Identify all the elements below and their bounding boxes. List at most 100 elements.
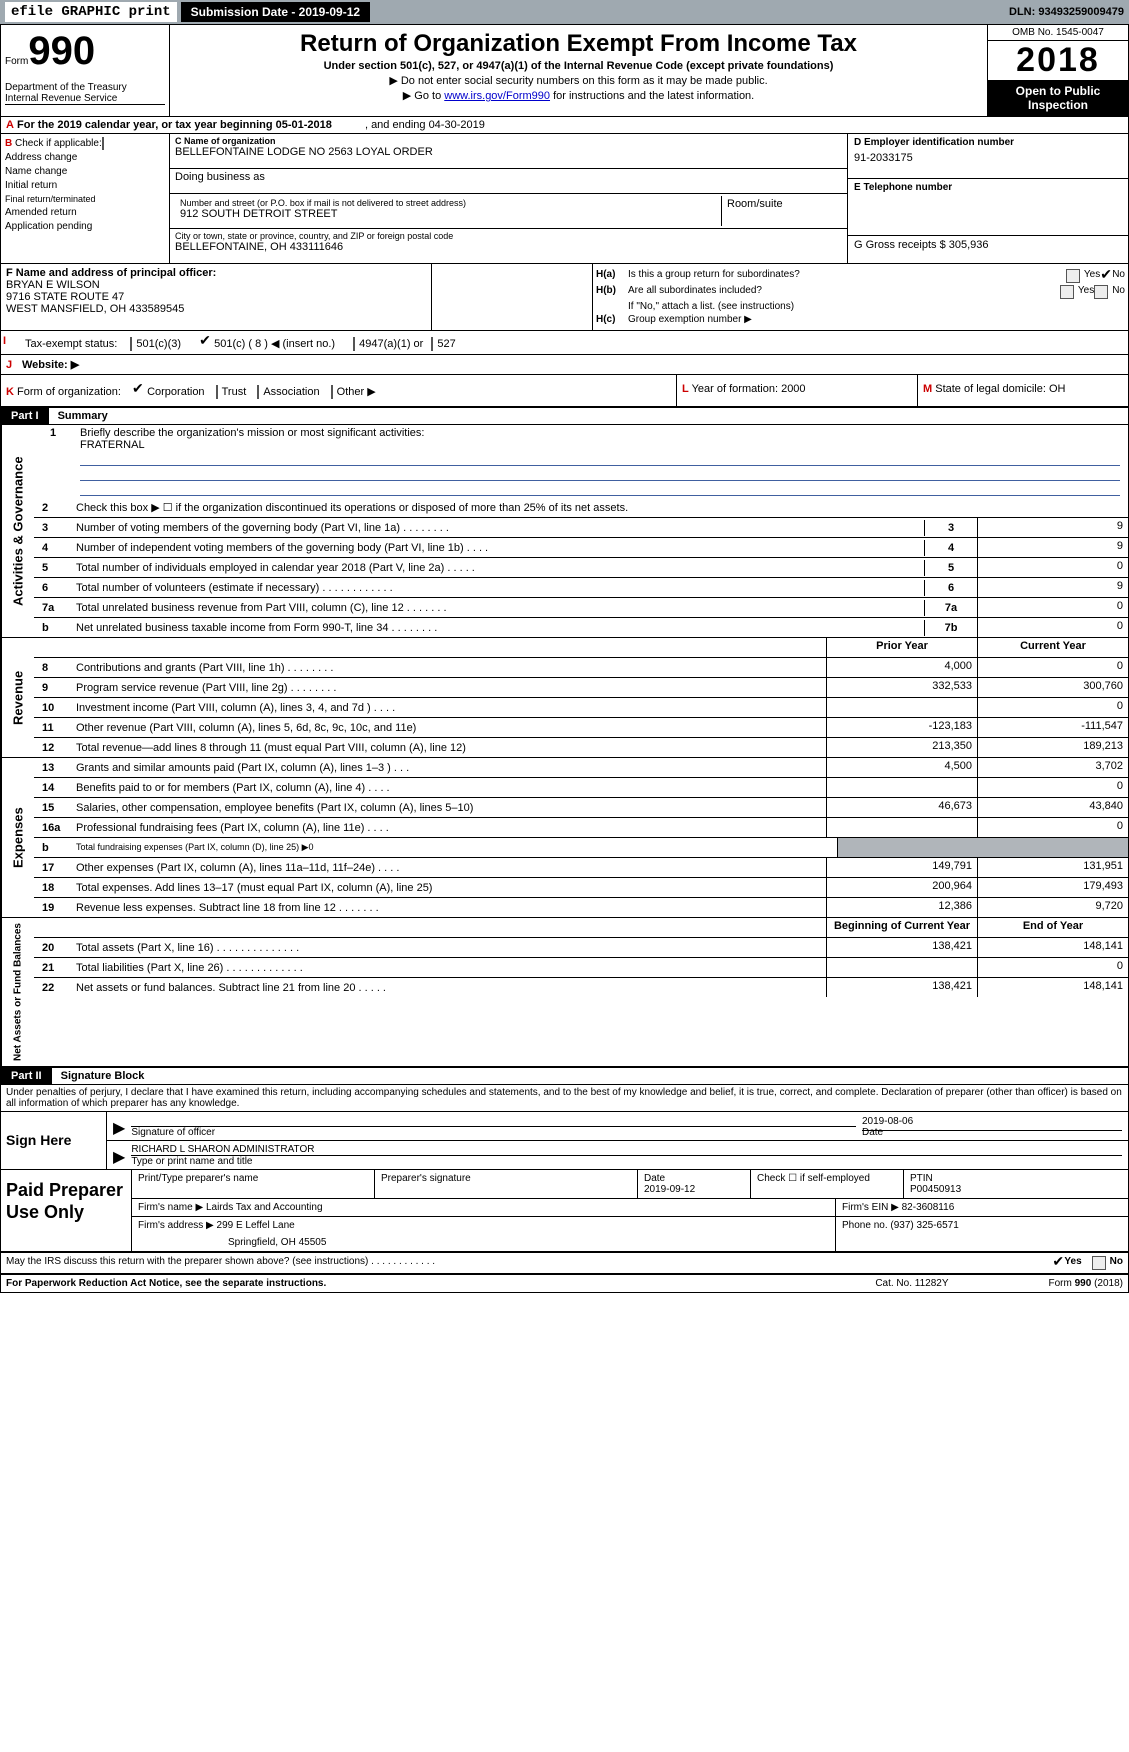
footer-row: For Paperwork Reduction Act Notice, see … <box>1 1275 1128 1292</box>
gross-receipts: G Gross receipts $ 305,936 <box>848 236 1128 262</box>
sig-date: 2019-08-06 <box>862 1116 1122 1127</box>
ein: 91-2033175 <box>854 152 1122 164</box>
section-bcd: B Check if applicable: Address change Na… <box>1 134 1128 264</box>
expenses-section: Expenses 13Grants and similar amounts pa… <box>1 758 1128 918</box>
row-fgh: F Name and address of principal officer:… <box>1 264 1128 331</box>
line-item: 3Number of voting members of the governi… <box>34 518 1128 538</box>
section-f: F Name and address of principal officer:… <box>1 264 432 330</box>
line-item: bNet unrelated business taxable income f… <box>34 618 1128 637</box>
line-item: 17Other expenses (Part IX, column (A), l… <box>34 858 1128 878</box>
arrow-icon: ▶ <box>113 1147 125 1167</box>
form-number-cell: Form990 Department of the Treasury Inter… <box>1 25 170 116</box>
firm-name: Lairds Tax and Accounting <box>206 1202 323 1213</box>
section-i: I Tax-exempt status: 501(c)(3) 501(c) ( … <box>1 331 1128 355</box>
line-item: 6Total number of volunteers (estimate if… <box>34 578 1128 598</box>
discuss-row: May the IRS discuss this return with the… <box>1 1253 1128 1275</box>
subtitle: Under section 501(c), 527, or 4947(a)(1)… <box>175 60 982 72</box>
firm-addr2: Springfield, OH 45505 <box>228 1237 829 1248</box>
main-title: Return of Organization Exempt From Incom… <box>175 30 982 58</box>
line-item: 14Benefits paid to or for members (Part … <box>34 778 1128 798</box>
sign-here-label: Sign Here <box>1 1112 107 1169</box>
line-item: 11Other revenue (Part VIII, column (A), … <box>34 718 1128 738</box>
form-footer: Form 990 (2018) <box>1049 1278 1123 1289</box>
title-cell: Return of Organization Exempt From Incom… <box>170 25 987 116</box>
omb-number: OMB No. 1545-0047 <box>988 25 1128 41</box>
org-name: BELLEFONTAINE LODGE NO 2563 LOYAL ORDER <box>175 146 842 158</box>
checkbox[interactable] <box>102 137 104 150</box>
firm-addr1: 299 E Leffel Lane <box>217 1220 295 1231</box>
line-item: 18Total expenses. Add lines 13–17 (must … <box>34 878 1128 898</box>
check-address-change: Address change <box>5 152 165 163</box>
form-prefix: Form <box>5 56 28 67</box>
city-state-zip: BELLEFONTAINE, OH 433111646 <box>175 241 842 253</box>
form-number: 990 <box>28 29 95 73</box>
paid-preparer-section: Paid Preparer Use Only Print/Type prepar… <box>1 1170 1128 1253</box>
line-item: 8Contributions and grants (Part VIII, li… <box>34 658 1128 678</box>
line-item: bTotal fundraising expenses (Part IX, co… <box>34 838 1128 858</box>
line-item: 20Total assets (Part X, line 16) . . . .… <box>34 938 1128 958</box>
firm-ein: 82-3608116 <box>902 1202 955 1213</box>
line-item: 19Revenue less expenses. Subtract line 1… <box>34 898 1128 917</box>
check-final-return: Final return/terminated <box>5 194 165 204</box>
mission: FRATERNAL <box>80 439 1120 451</box>
dln: DLN: 93493259009479 <box>1009 6 1124 18</box>
dba-block: Doing business as <box>170 169 847 194</box>
officer-addr1: 9716 STATE ROUTE 47 <box>6 291 426 303</box>
part1-header: Part I Summary <box>1 408 1128 425</box>
line-item: 9Program service revenue (Part VIII, lin… <box>34 678 1128 698</box>
year-cell: OMB No. 1545-0047 2018 Open to Public In… <box>987 25 1128 116</box>
revenue-label: Revenue <box>1 638 34 757</box>
check-pending: Application pending <box>5 221 165 232</box>
line-item: 2Check this box ▶ ☐ if the organization … <box>34 498 1128 518</box>
section-j: J Website: ▶ <box>1 355 1128 375</box>
line-item: 10Investment income (Part VIII, column (… <box>34 698 1128 718</box>
check-icon <box>1100 269 1112 281</box>
check-icon <box>199 335 211 347</box>
line-item: 13Grants and similar amounts paid (Part … <box>34 758 1128 778</box>
section-h: H(a) Is this a group return for subordin… <box>593 264 1128 330</box>
check-icon <box>1052 1256 1064 1268</box>
tax-year: 2018 <box>988 41 1128 80</box>
part2-header: Part II Signature Block <box>1 1068 1128 1085</box>
governance-section: Activities & Governance 1 Briefly descri… <box>1 425 1128 638</box>
officer-name-title: RICHARD L SHARON ADMINISTRATOR <box>131 1144 1122 1156</box>
form-header: Form990 Department of the Treasury Inter… <box>1 25 1128 117</box>
city-block: City or town, state or province, country… <box>170 229 847 263</box>
row-kl: K Form of organization: Corporation Trus… <box>1 375 1128 408</box>
line-item: 16aProfessional fundraising fees (Part I… <box>34 818 1128 838</box>
form990-link[interactable]: www.irs.gov/Form990 <box>444 90 550 102</box>
section-de: D Employer identification number 91-2033… <box>848 134 1128 263</box>
top-bar: efile GRAPHIC print Submission Date - 20… <box>0 0 1129 24</box>
perjury-statement: Under penalties of perjury, I declare th… <box>1 1085 1128 1112</box>
instr-goto: ▶ Go to www.irs.gov/Form990 for instruct… <box>175 89 982 102</box>
form-990: Form990 Department of the Treasury Inter… <box>0 24 1129 1293</box>
paid-preparer-label: Paid Preparer Use Only <box>1 1170 132 1251</box>
instr-ssn: ▶ Do not enter social security numbers o… <box>175 74 982 87</box>
line-item: 4Number of independent voting members of… <box>34 538 1128 558</box>
line-item: 21Total liabilities (Part X, line 26) . … <box>34 958 1128 978</box>
phone-block: E Telephone number <box>848 179 1128 236</box>
governance-label: Activities & Governance <box>1 425 34 637</box>
line-item: 22Net assets or fund balances. Subtract … <box>34 978 1128 997</box>
arrow-icon: ▶ <box>113 1118 125 1138</box>
check-name-change: Name change <box>5 166 165 177</box>
efile-label[interactable]: efile GRAPHIC print <box>5 2 177 22</box>
row-a: A For the 2019 calendar year, or tax yea… <box>1 117 1128 134</box>
addr-block: Number and street (or P.O. box if mail i… <box>170 194 847 229</box>
section-b: B Check if applicable: Address change Na… <box>1 134 170 263</box>
section-c: C Name of organization BELLEFONTAINE LOD… <box>170 134 848 263</box>
line-item: 12Total revenue—add lines 8 through 11 (… <box>34 738 1128 757</box>
expenses-label: Expenses <box>1 758 34 917</box>
line-item: 15Salaries, other compensation, employee… <box>34 798 1128 818</box>
street-address: 912 SOUTH DETROIT STREET <box>180 208 716 220</box>
submission-date: Submission Date - 2019-09-12 <box>181 2 370 22</box>
dept-treasury: Department of the Treasury <box>5 82 165 93</box>
netassets-label: Net Assets or Fund Balances <box>1 918 34 1066</box>
line-item: 7aTotal unrelated business revenue from … <box>34 598 1128 618</box>
sign-here-section: Sign Here ▶ Signature of officer 2019-08… <box>1 1112 1128 1170</box>
check-icon <box>132 383 144 395</box>
ptin: P00450913 <box>910 1184 1122 1195</box>
prep-date: 2019-09-12 <box>644 1184 744 1195</box>
open-to-public: Open to Public Inspection <box>988 80 1128 116</box>
officer-name: BRYAN E WILSON <box>6 279 426 291</box>
